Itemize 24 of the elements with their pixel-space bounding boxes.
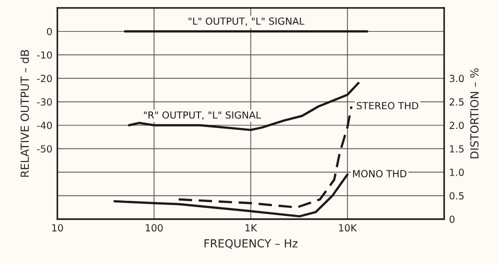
y-tick-label: -10 — [37, 51, 52, 59]
x-tick-label: 10K — [339, 224, 358, 232]
y2-axis-title: DISTORTION – % — [470, 68, 479, 158]
y-tick-label: 0 — [46, 28, 52, 36]
y2-tick-label: 0.5 — [450, 192, 464, 200]
y-axis-title: RELATIVE OUTPUT – dB — [20, 50, 29, 177]
series-label: MONO THD — [353, 170, 406, 178]
y2-tick-label: 0 — [450, 216, 455, 223]
series-label: STEREO THD — [356, 102, 418, 110]
y-tick-label: -20 — [37, 74, 52, 82]
y2-tick-label: 2.5 — [450, 98, 464, 106]
y2-tick-label: 2.0 — [450, 122, 464, 130]
series-label: "L" OUTPUT, "L" SIGNAL — [188, 17, 304, 26]
y2-tick-label: 3.0 — [450, 74, 464, 82]
x-tick-label: 100 — [146, 224, 163, 232]
y2-tick-label: 1.0 — [450, 168, 464, 176]
y-tick-label: -30 — [37, 98, 52, 106]
series-label: "R" OUTPUT, "L" SIGNAL — [144, 111, 261, 120]
y2-tick-label: 1.5 — [450, 145, 464, 153]
x-tick-label: 1K — [246, 224, 258, 232]
y-tick-label: -40 — [37, 122, 52, 130]
y-tick-label: -50 — [37, 145, 52, 153]
x-tick-label: 10 — [52, 224, 63, 232]
x-axis-title: FREQUENCY – Hz — [204, 239, 298, 249]
